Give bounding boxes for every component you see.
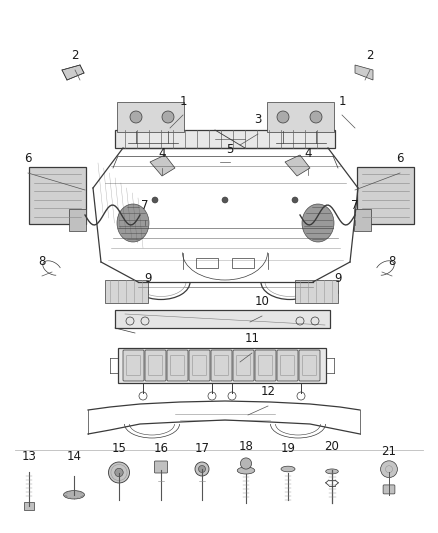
Text: 10: 10 bbox=[254, 295, 269, 308]
FancyBboxPatch shape bbox=[117, 102, 184, 132]
Ellipse shape bbox=[237, 467, 255, 474]
FancyBboxPatch shape bbox=[29, 167, 86, 224]
FancyBboxPatch shape bbox=[357, 167, 414, 224]
Circle shape bbox=[292, 197, 298, 203]
FancyBboxPatch shape bbox=[294, 279, 338, 303]
Text: 12: 12 bbox=[261, 385, 276, 398]
Text: 1: 1 bbox=[179, 95, 187, 108]
FancyBboxPatch shape bbox=[115, 130, 335, 148]
Text: 9: 9 bbox=[144, 272, 152, 285]
Text: 9: 9 bbox=[334, 272, 342, 285]
FancyBboxPatch shape bbox=[233, 350, 254, 381]
FancyBboxPatch shape bbox=[189, 350, 210, 381]
Circle shape bbox=[109, 462, 130, 483]
Text: 4: 4 bbox=[158, 147, 166, 160]
Polygon shape bbox=[62, 65, 84, 80]
FancyBboxPatch shape bbox=[277, 350, 298, 381]
Ellipse shape bbox=[302, 204, 334, 242]
Text: 18: 18 bbox=[239, 440, 254, 453]
Text: 4: 4 bbox=[304, 147, 312, 160]
Polygon shape bbox=[150, 155, 175, 176]
Text: 20: 20 bbox=[325, 440, 339, 453]
Circle shape bbox=[115, 469, 123, 477]
Text: 6: 6 bbox=[24, 152, 32, 165]
Circle shape bbox=[195, 462, 209, 476]
FancyBboxPatch shape bbox=[155, 461, 168, 473]
Text: 11: 11 bbox=[244, 332, 259, 345]
Text: 14: 14 bbox=[67, 450, 81, 463]
Circle shape bbox=[152, 197, 158, 203]
Ellipse shape bbox=[64, 490, 85, 499]
FancyBboxPatch shape bbox=[24, 502, 34, 510]
FancyBboxPatch shape bbox=[299, 350, 320, 381]
Circle shape bbox=[277, 111, 289, 123]
Ellipse shape bbox=[281, 466, 295, 472]
FancyBboxPatch shape bbox=[167, 350, 188, 381]
Circle shape bbox=[381, 461, 397, 478]
FancyBboxPatch shape bbox=[383, 485, 395, 494]
Text: 6: 6 bbox=[396, 152, 404, 165]
FancyBboxPatch shape bbox=[118, 348, 326, 383]
Text: 15: 15 bbox=[112, 442, 127, 455]
Text: 3: 3 bbox=[254, 113, 261, 126]
Circle shape bbox=[162, 111, 174, 123]
Text: 8: 8 bbox=[38, 255, 46, 268]
Text: 13: 13 bbox=[21, 450, 36, 463]
Text: 7: 7 bbox=[351, 199, 359, 212]
Circle shape bbox=[240, 458, 251, 469]
Circle shape bbox=[130, 111, 142, 123]
FancyBboxPatch shape bbox=[255, 350, 276, 381]
Polygon shape bbox=[285, 155, 310, 176]
Circle shape bbox=[310, 111, 322, 123]
Text: 7: 7 bbox=[141, 199, 149, 212]
Ellipse shape bbox=[117, 204, 149, 242]
Text: 17: 17 bbox=[194, 442, 209, 455]
Text: 21: 21 bbox=[381, 445, 396, 458]
Polygon shape bbox=[355, 65, 373, 80]
Text: 2: 2 bbox=[366, 49, 374, 62]
FancyBboxPatch shape bbox=[105, 279, 148, 303]
Text: 8: 8 bbox=[389, 255, 396, 268]
FancyBboxPatch shape bbox=[123, 350, 144, 381]
Circle shape bbox=[222, 197, 228, 203]
Text: 16: 16 bbox=[153, 442, 169, 455]
FancyBboxPatch shape bbox=[211, 350, 232, 381]
FancyBboxPatch shape bbox=[145, 350, 166, 381]
FancyBboxPatch shape bbox=[115, 310, 330, 328]
Text: 19: 19 bbox=[280, 442, 296, 455]
FancyBboxPatch shape bbox=[267, 102, 334, 132]
FancyBboxPatch shape bbox=[354, 209, 371, 231]
FancyBboxPatch shape bbox=[69, 209, 86, 231]
Text: 2: 2 bbox=[71, 49, 79, 62]
Circle shape bbox=[198, 465, 205, 472]
Ellipse shape bbox=[326, 469, 338, 474]
Text: 5: 5 bbox=[226, 143, 234, 156]
Text: 1: 1 bbox=[338, 95, 346, 108]
